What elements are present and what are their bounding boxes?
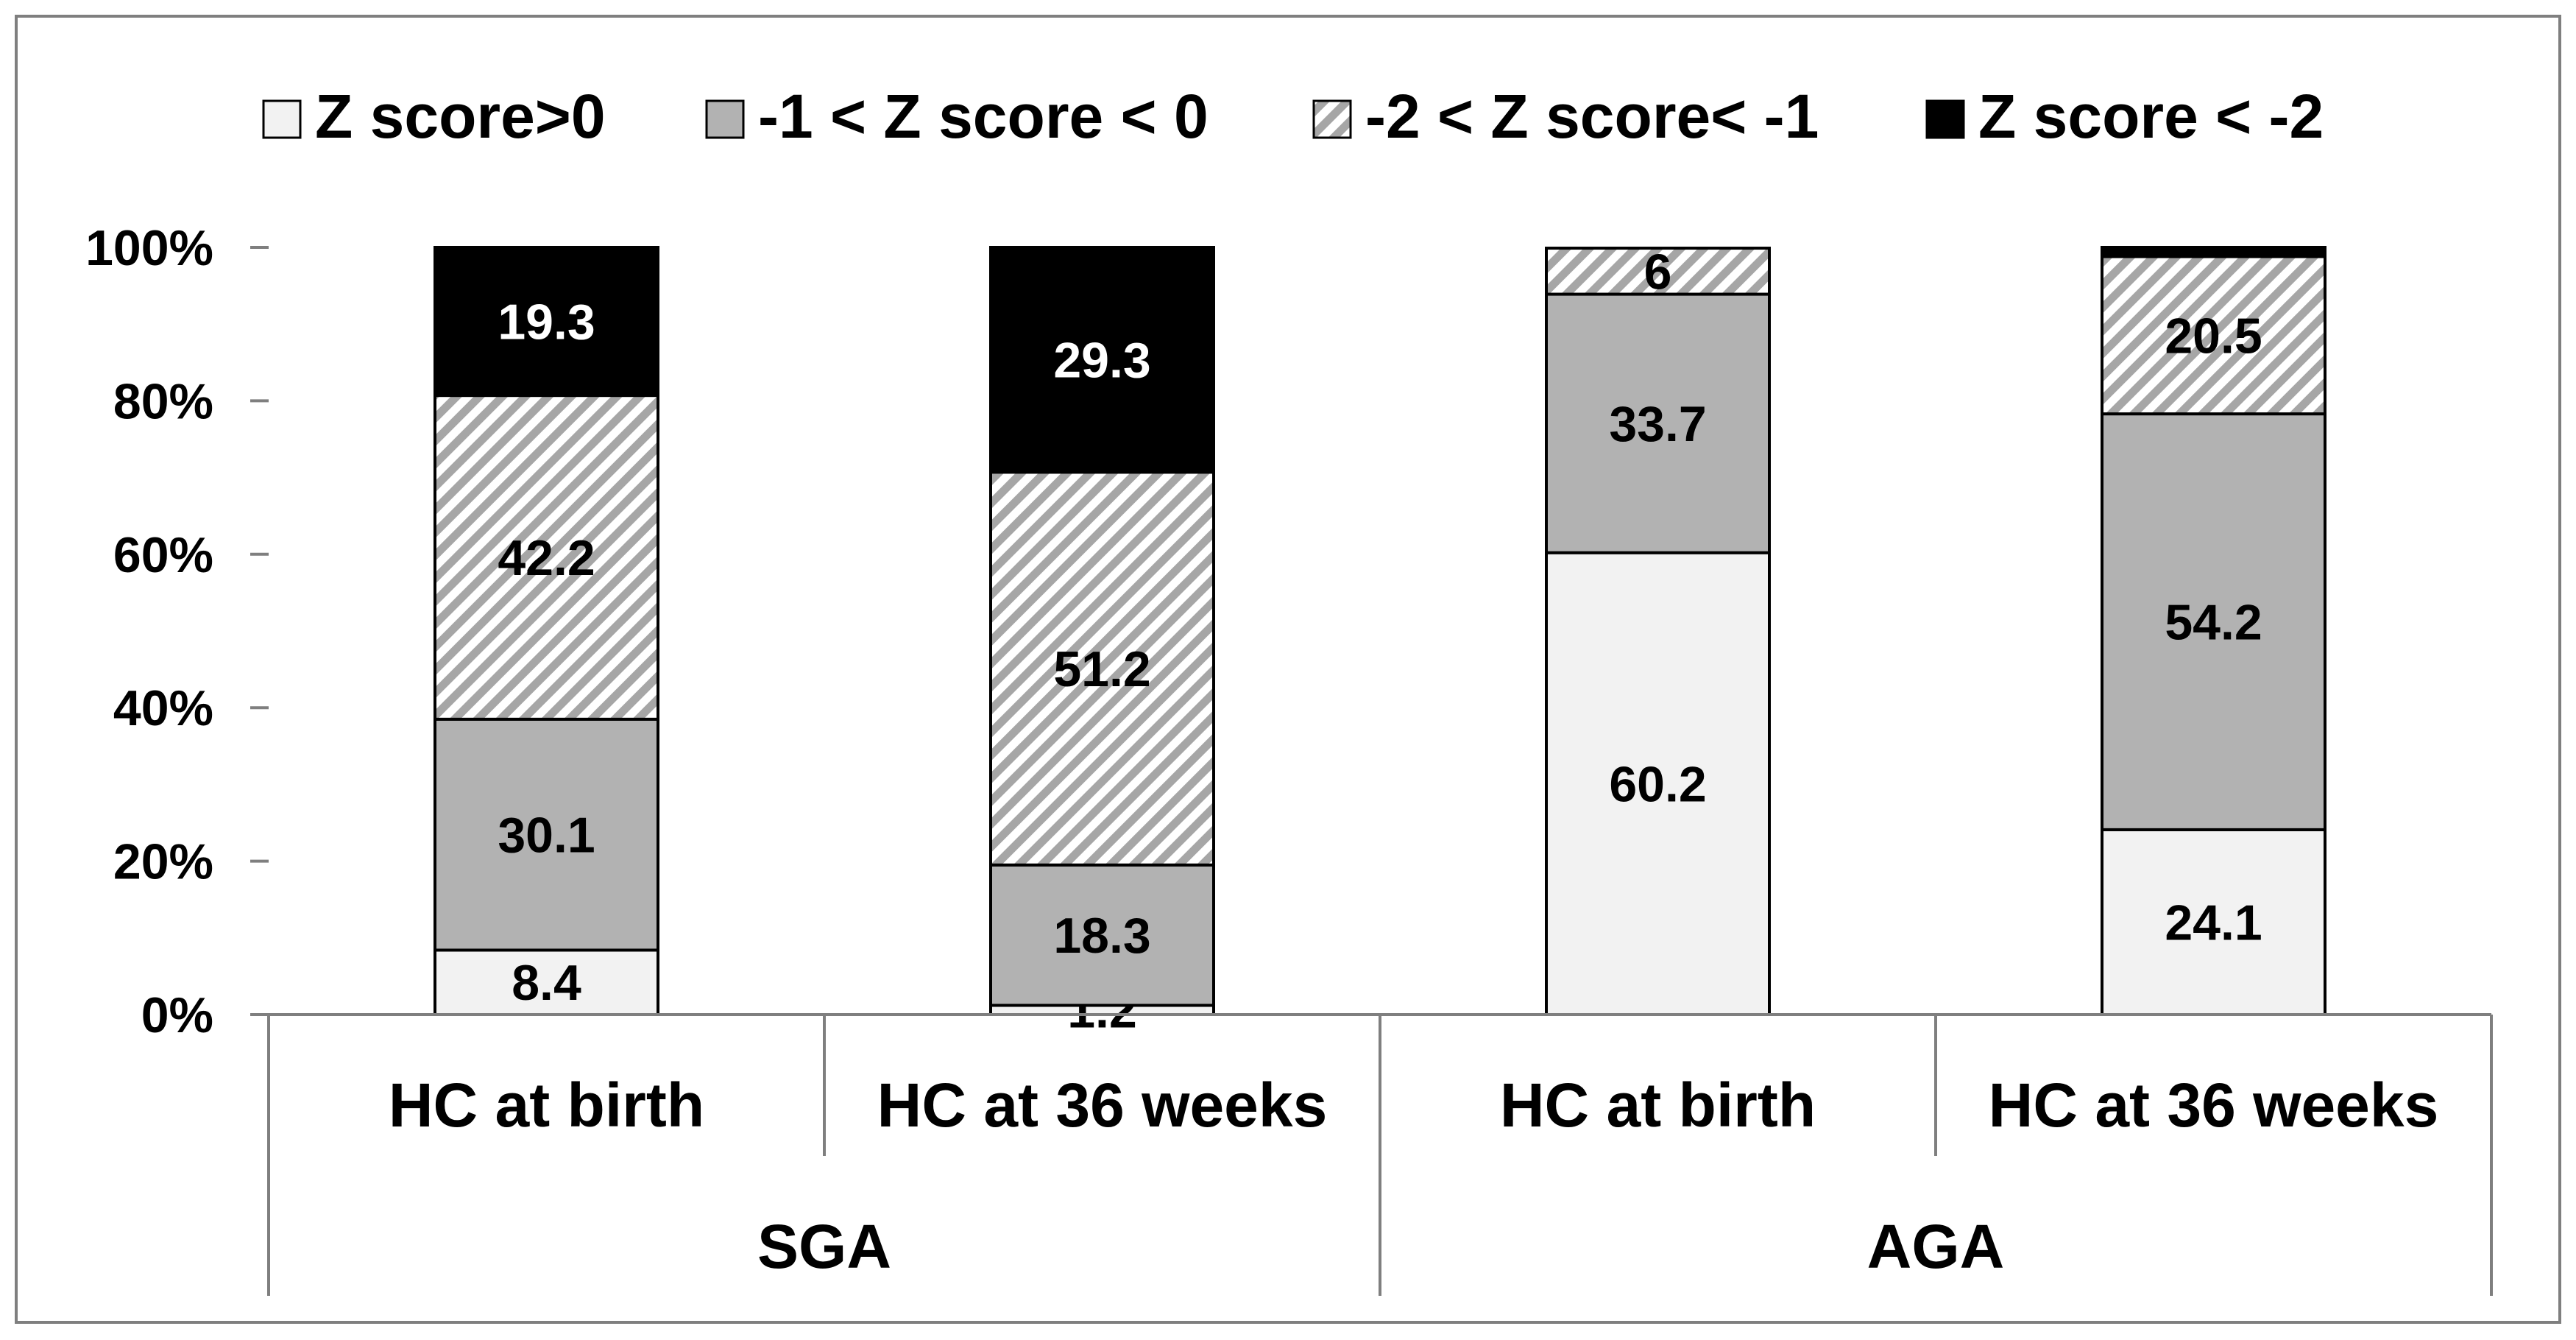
y-tick-label: 100%	[85, 220, 213, 276]
data-label: 8.4	[512, 955, 581, 1011]
legend-label-2-z-score-1: -2 < Z score< -1	[1365, 82, 1819, 151]
bar-segment-1-z-score-0	[2101, 412, 2326, 831]
data-label: 42.2	[498, 530, 595, 586]
category-label: HC at 36 weeks	[1989, 1071, 2439, 1140]
data-label: 33.7	[1609, 396, 1706, 452]
y-tick-label: 40%	[113, 680, 213, 736]
bar-segment-2-z-score-1	[989, 470, 1215, 867]
plot-area: 8.430.142.219.31.218.351.229.360.233.762…	[434, 244, 2326, 1039]
y-tick-label: 80%	[113, 373, 213, 429]
bar-segment-1-z-score-0	[1545, 292, 1771, 554]
legend-label-z-score-0: Z score>0	[315, 82, 606, 151]
bar-segment-z-score-2	[989, 246, 1215, 474]
y-axis: 0% 20% 40% 60% 80% 100%	[85, 220, 269, 1043]
data-label: 19.3	[498, 295, 595, 350]
data-label: 20.5	[2165, 308, 2262, 364]
data-label: 29.3	[1053, 333, 1150, 389]
category-label: HC at birth	[389, 1071, 704, 1140]
y-tick-label: 20%	[113, 834, 213, 890]
data-label: 54.2	[2165, 594, 2262, 650]
category-label: HC at birth	[1500, 1071, 1816, 1140]
legend-swatch-1-z-score-0	[705, 99, 745, 139]
data-label: 60.2	[1609, 756, 1706, 812]
category-label: HC at 36 weeks	[877, 1071, 1328, 1140]
bar-segment-2-z-score-1	[2101, 255, 2326, 416]
bar-segment-z-score-2	[2101, 246, 2326, 258]
legend-label-z-score-2: Z score < -2	[1978, 82, 2324, 151]
data-label: 30.1	[498, 808, 595, 864]
bar-segment-1-z-score-0	[434, 717, 659, 952]
data-label: 51.2	[1053, 641, 1150, 697]
legend: Z score>0 -1 < Z score < 0 -2 < Z score< -…	[262, 82, 2324, 151]
bar-segment-2-z-score-1	[434, 394, 659, 721]
legend-swatch-z-score-0	[262, 99, 302, 139]
legend-swatch-z-score-2	[1925, 99, 1965, 139]
y-tick-label: 60%	[113, 527, 213, 583]
data-label: 24.1	[2165, 895, 2262, 951]
legend-label-1-z-score-0: -1 < Z score < 0	[758, 82, 1209, 151]
bar-segment-2-z-score-1	[1545, 247, 1771, 296]
y-tick-label: 0%	[141, 987, 213, 1043]
data-label: 18.3	[1053, 908, 1150, 964]
bar-segment-1-z-score-0	[989, 863, 1215, 1007]
group-label-aga: AGA	[1867, 1212, 2005, 1281]
group-label-sga: SGA	[757, 1212, 891, 1281]
legend-swatch-2-z-score-1	[1312, 99, 1352, 139]
data-label: 6	[1644, 244, 1672, 300]
bar-segment-z-score-2	[434, 246, 659, 398]
x-axis: HC at birth HC at 36 weeks SGA HC at birth H…	[267, 1013, 2493, 1296]
bar-segment-z-score-0	[434, 948, 659, 1017]
